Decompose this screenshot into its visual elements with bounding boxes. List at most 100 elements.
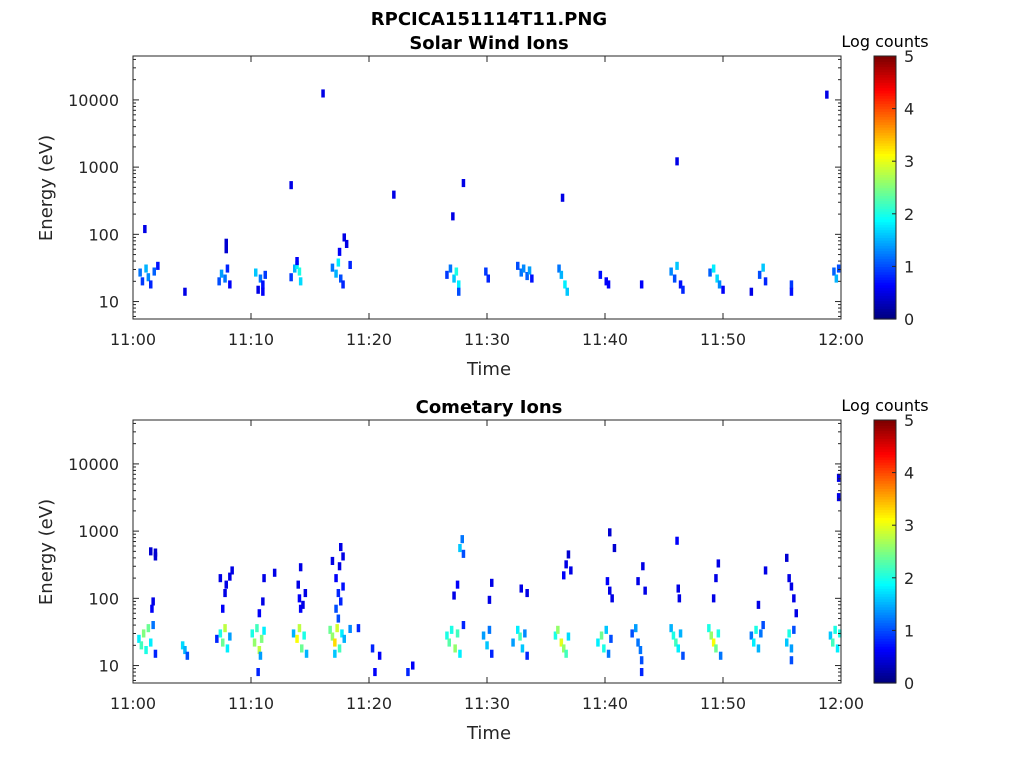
colorbar-swatch	[874, 190, 896, 194]
spectrogram-cell	[669, 267, 673, 276]
spectrogram-cell	[258, 274, 263, 283]
spectrogram-cell	[146, 273, 151, 282]
spectrogram-cell	[304, 649, 309, 658]
colorbar-swatch	[874, 71, 896, 76]
colorbar-swatch	[874, 211, 896, 215]
spectrogram-cell	[763, 277, 768, 286]
spectrogram-cell	[708, 268, 712, 277]
colorbar-swatch	[874, 559, 896, 563]
spectrogram-cell	[221, 638, 225, 647]
colorbar-swatch	[874, 142, 896, 147]
colorbar-swatch	[874, 435, 896, 440]
colorbar-swatch	[874, 438, 896, 442]
colorbar-swatch	[874, 258, 896, 262]
spectrogram-cell	[641, 562, 645, 571]
spectrogram-cell	[553, 631, 558, 640]
colorbar-swatch	[874, 548, 896, 553]
spectrogram-cell	[490, 578, 494, 587]
spectrogram-cell	[330, 556, 335, 565]
spectrogram-cell	[303, 589, 308, 598]
colorbar-swatch	[874, 517, 896, 521]
spectrogram-cell	[789, 287, 794, 296]
spectrogram-cell	[794, 609, 798, 618]
colorbar-swatch	[874, 519, 896, 524]
colorbar-label: Log counts	[841, 32, 928, 51]
spectrogram-cell	[557, 264, 561, 273]
colorbar-swatch	[874, 269, 896, 273]
colorbar-swatch	[874, 501, 896, 505]
colorbar-swatch	[874, 635, 896, 639]
colorbar-swatch	[874, 633, 896, 637]
colorbar-swatch	[874, 627, 896, 631]
spectrogram-cell	[785, 553, 789, 562]
y-tick-label: 1000	[78, 522, 119, 541]
spectrogram-cell	[605, 577, 610, 586]
spectrogram-cell	[296, 580, 300, 589]
colorbar-swatch	[874, 609, 896, 613]
spectrogram-cell	[250, 629, 254, 638]
colorbar-swatch	[874, 195, 896, 199]
spectrogram-cell	[152, 267, 156, 276]
spectrogram-cell	[749, 631, 754, 640]
colorbar-swatch	[874, 530, 896, 534]
colorbar-swatch	[874, 648, 896, 653]
colorbar-swatch	[874, 588, 896, 592]
colorbar-swatch	[874, 271, 896, 275]
spectrogram-cell	[634, 624, 638, 633]
spectrogram-cell	[525, 272, 529, 281]
spectrogram-cell	[676, 644, 680, 653]
spectrogram-cell	[610, 594, 614, 603]
spectrogram-cell	[151, 621, 155, 630]
spectrogram-cell	[272, 568, 277, 577]
spectrogram-cell	[225, 644, 230, 653]
spectrogram-cell	[137, 634, 141, 643]
spectrogram-cell	[606, 280, 611, 289]
colorbar-swatch	[874, 124, 896, 128]
colorbar-swatch	[874, 224, 896, 228]
spectrogram-cell	[447, 638, 451, 647]
colorbar-swatch	[874, 290, 896, 294]
colorbar-tick-label: 2	[904, 205, 914, 224]
spectrogram-cell	[716, 559, 721, 568]
y-axis-label: Energy (eV)	[36, 135, 57, 241]
spectrogram-cell	[291, 629, 296, 638]
colorbar-swatch	[874, 680, 896, 684]
spectrogram-cell	[223, 274, 227, 283]
colorbar-swatch	[874, 677, 896, 681]
colorbar-swatch	[874, 300, 896, 304]
spectrogram-cell	[711, 594, 716, 603]
spectrogram-cell	[153, 649, 158, 658]
colorbar-swatch	[874, 58, 896, 62]
spectrogram-cell	[144, 646, 148, 655]
spectrogram-cell	[330, 632, 335, 641]
y-tick-label: 10	[99, 293, 119, 312]
colorbar-swatch	[874, 512, 896, 516]
spectrogram-cell	[373, 668, 377, 677]
spectrogram-cell	[224, 580, 228, 589]
spectrogram-cell	[455, 580, 460, 589]
colorbar-swatch	[874, 121, 896, 125]
spectrogram-cell	[681, 285, 685, 294]
colorbar-swatch	[874, 169, 896, 173]
colorbar-swatch	[874, 198, 896, 202]
colorbar-swatch	[874, 506, 896, 511]
spectrogram-cell	[487, 595, 492, 604]
colorbar-swatch	[874, 127, 896, 131]
colorbar-swatch	[874, 625, 896, 629]
colorbar-swatch	[874, 158, 896, 162]
colorbar-swatch	[874, 205, 896, 210]
spectrogram-cell	[143, 225, 147, 234]
colorbar-swatch	[874, 219, 896, 223]
colorbar-swatch	[874, 475, 896, 479]
spectrogram-cell	[759, 629, 763, 638]
colorbar-swatch	[874, 316, 896, 320]
colorbar-swatch	[874, 63, 896, 68]
colorbar-swatch	[874, 425, 896, 429]
colorbar-swatch	[874, 282, 896, 286]
spectrogram-cell	[458, 649, 462, 658]
colorbar-swatch	[874, 498, 896, 503]
spectrogram-cell	[341, 552, 345, 561]
x-tick-label: 11:40	[582, 694, 628, 713]
colorbar-swatch	[874, 604, 896, 608]
colorbar-swatch	[874, 303, 896, 307]
